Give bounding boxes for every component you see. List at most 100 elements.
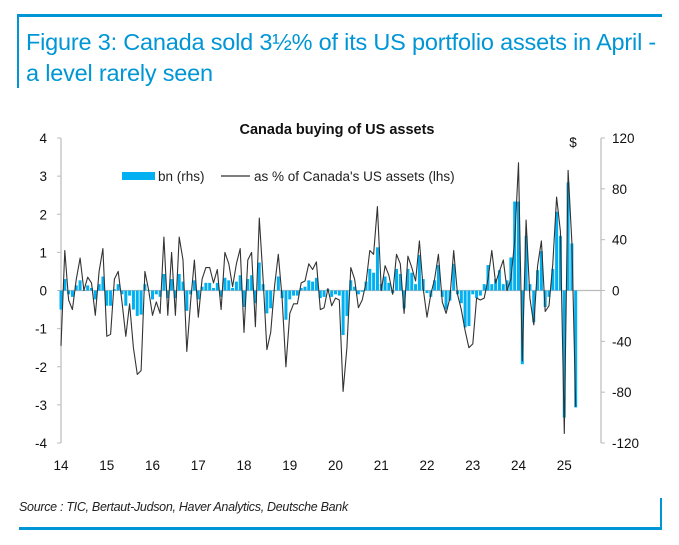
bar (459, 290, 463, 304)
bar (116, 284, 120, 291)
bar (334, 290, 337, 295)
bar (360, 290, 364, 292)
bar (131, 290, 135, 310)
bar (253, 290, 257, 304)
bar (341, 290, 345, 335)
bar (231, 287, 235, 291)
bar (543, 290, 547, 308)
bar (215, 282, 219, 291)
bar (181, 281, 185, 291)
chart-title: Canada buying of US assets (240, 122, 435, 138)
bar (246, 279, 250, 291)
bar (330, 290, 334, 297)
legend: bn (rhs) as % of Canada's US assets (lhs… (122, 169, 455, 184)
bar (219, 290, 223, 297)
bar (105, 290, 109, 306)
bar (349, 280, 353, 291)
left-axis-tick-label: 1 (39, 245, 47, 260)
right-axis-tick-label: 40 (612, 233, 627, 248)
bar (63, 279, 67, 291)
bar (200, 286, 204, 291)
bar (467, 290, 471, 327)
source-note: Source : TIC, Bertaut-Judson, Haver Anal… (19, 500, 348, 514)
bar (497, 270, 501, 291)
bar (517, 201, 520, 291)
bar (353, 286, 357, 291)
frame-right-line (660, 498, 662, 529)
bar (566, 182, 570, 291)
x-axis-tick-label: 21 (374, 458, 389, 473)
bar (528, 284, 532, 291)
bar (59, 290, 63, 310)
bar (173, 290, 177, 299)
right-axis-tick-label: 80 (612, 182, 627, 197)
x-axis-tick-label: 20 (328, 458, 343, 473)
x-axis-tick-label: 19 (282, 458, 297, 473)
bar (128, 290, 132, 296)
bar (375, 247, 379, 291)
figure-title: Figure 3: Canada sold 3½% of its US port… (26, 29, 657, 86)
bar (494, 279, 498, 291)
bar (524, 235, 528, 291)
bar (97, 284, 101, 291)
left-axis-tick-label: -2 (35, 360, 47, 375)
bar (292, 290, 296, 296)
bar (177, 273, 181, 291)
bar (101, 276, 105, 291)
bar (440, 290, 444, 297)
left-axis-tick-label: 3 (39, 169, 47, 184)
bar (234, 281, 238, 291)
bar (269, 290, 273, 309)
x-axis-tick-label: 14 (53, 458, 69, 473)
left-axis-tick-label: 2 (39, 207, 47, 222)
bar (475, 290, 479, 299)
bar (250, 275, 254, 291)
bar (318, 290, 322, 299)
bar (402, 290, 406, 309)
bar (452, 263, 456, 291)
right-axis-unit: $ (569, 135, 577, 150)
bar (574, 290, 578, 408)
bar (67, 290, 71, 295)
bar (311, 281, 315, 291)
bar (135, 290, 139, 316)
bar (337, 290, 341, 296)
bar (78, 280, 82, 291)
bar (410, 272, 414, 291)
bar (368, 268, 372, 291)
bar (436, 265, 440, 291)
bar (551, 268, 555, 291)
bar (356, 290, 360, 295)
bar (109, 290, 113, 306)
frame-bottom-line (19, 527, 662, 530)
left-axis-tick-label: 4 (39, 131, 47, 146)
bar (238, 275, 242, 291)
bar (208, 282, 212, 291)
bar (192, 280, 196, 291)
bar (189, 290, 193, 295)
bar (93, 290, 97, 300)
x-axis-tick-label: 24 (511, 458, 527, 473)
bar (139, 290, 143, 315)
x-axis-tick-label: 18 (236, 458, 251, 473)
bar (406, 268, 410, 291)
bar (471, 290, 475, 295)
bar (143, 284, 147, 291)
bar (288, 290, 292, 300)
bar (558, 235, 562, 291)
line-series (60, 162, 577, 435)
bar (196, 290, 200, 300)
left-axis-tick-label: -1 (35, 322, 47, 337)
left-axis-tick-label: -3 (35, 398, 47, 413)
right-axis-tick-label: -80 (612, 385, 632, 400)
right-axis-tick-label: 0 (612, 284, 620, 299)
bar (158, 290, 162, 297)
bar (204, 282, 208, 291)
bar (417, 254, 421, 291)
bar (223, 277, 227, 291)
bar (170, 279, 174, 291)
right-axis-tick-label: -120 (612, 436, 639, 451)
bar (90, 287, 93, 291)
bar (162, 273, 166, 291)
bar (501, 284, 505, 291)
